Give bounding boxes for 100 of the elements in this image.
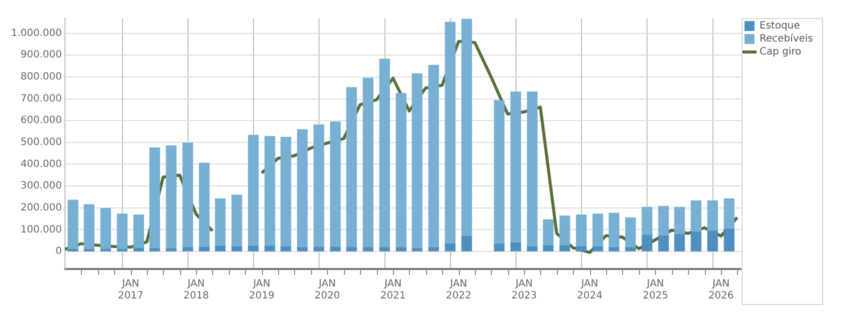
bar xyxy=(576,214,587,248)
y-tick-label: 200.000 xyxy=(20,202,62,214)
bar xyxy=(658,206,669,236)
bar xyxy=(690,200,702,232)
x-tick-label: JAN 2020 xyxy=(314,278,340,302)
bar xyxy=(592,246,604,252)
bar xyxy=(264,136,276,246)
bar xyxy=(297,129,308,248)
bar xyxy=(707,200,718,232)
bar xyxy=(444,244,456,252)
bar xyxy=(412,248,422,252)
bar xyxy=(231,194,242,248)
bar xyxy=(461,18,472,237)
bar xyxy=(280,246,292,252)
bar xyxy=(592,214,604,248)
bar xyxy=(494,244,505,252)
bar xyxy=(526,91,538,248)
y-tick-label: 0 xyxy=(56,246,62,258)
bar xyxy=(379,247,390,252)
bar xyxy=(264,246,276,252)
bar xyxy=(314,246,324,252)
bar xyxy=(494,100,505,244)
legend-label: Recebíveis xyxy=(760,34,814,45)
bar xyxy=(576,246,587,252)
bar xyxy=(674,206,685,235)
x-tick-label: JAN 2023 xyxy=(511,278,537,302)
legend-label: Estoque xyxy=(760,20,800,32)
bar xyxy=(248,134,259,246)
bar xyxy=(166,248,177,252)
x-tick-label: JAN 2017 xyxy=(118,278,144,302)
bar xyxy=(724,198,734,230)
x-tick-label: JAN 2019 xyxy=(249,278,274,302)
bar xyxy=(68,200,78,250)
bar xyxy=(724,228,734,252)
y-tick-label: 100.000 xyxy=(20,224,62,236)
bar xyxy=(362,78,374,248)
x-tick-label: JAN 2025 xyxy=(642,278,668,302)
y-tick-label: 700.000 xyxy=(20,93,62,104)
bar xyxy=(330,246,341,252)
bar xyxy=(526,246,538,252)
bar xyxy=(362,247,374,252)
bar xyxy=(428,64,439,248)
y-tick-label: 400.000 xyxy=(20,158,62,170)
bar xyxy=(182,142,194,248)
bar xyxy=(100,208,111,250)
bar xyxy=(690,232,702,252)
bar xyxy=(625,217,636,248)
bar xyxy=(166,145,177,250)
bar xyxy=(608,212,620,248)
bar xyxy=(346,87,357,248)
bar xyxy=(542,219,554,246)
bar xyxy=(346,247,357,252)
bar xyxy=(608,247,620,252)
x-tick-label: JAN 2021 xyxy=(380,278,406,302)
y-tick-label: 600.000 xyxy=(20,115,62,126)
bar xyxy=(116,214,128,250)
x-tick-label: JAN 2022 xyxy=(446,278,472,302)
bar xyxy=(642,206,652,236)
bar xyxy=(379,58,390,248)
bar xyxy=(231,246,242,252)
bar xyxy=(280,136,292,248)
y-tick-label: 1.000.000 xyxy=(10,28,62,39)
bar xyxy=(625,247,636,252)
bar xyxy=(559,216,570,246)
y-tick-label: 300.000 xyxy=(20,180,62,192)
bar xyxy=(133,214,144,249)
bar xyxy=(707,230,718,252)
bar xyxy=(674,234,685,252)
bar xyxy=(214,246,226,252)
bar xyxy=(396,92,406,248)
y-tick-label: 800.000 xyxy=(20,72,62,83)
bar xyxy=(297,247,308,252)
bar xyxy=(182,247,194,252)
bar xyxy=(510,242,522,252)
bar xyxy=(198,162,210,248)
bar xyxy=(133,248,144,252)
bar xyxy=(444,22,456,244)
x-tick-label: JAN 2018 xyxy=(183,278,209,302)
bar xyxy=(248,246,259,252)
bar xyxy=(396,247,406,252)
bar xyxy=(412,73,422,250)
bar xyxy=(330,122,341,248)
bar xyxy=(198,246,210,252)
bar xyxy=(461,236,472,252)
bar xyxy=(542,245,554,252)
x-tick-label: JAN 2026 xyxy=(708,278,734,302)
x-tick-label: JAN 2024 xyxy=(577,278,602,302)
y-tick-label: 900.000 xyxy=(20,50,62,61)
y-tick-label: 500.000 xyxy=(20,137,62,148)
bar xyxy=(84,204,94,250)
bar xyxy=(149,147,160,250)
bar xyxy=(428,247,439,252)
legend-label: Cap giro xyxy=(760,46,802,58)
bar xyxy=(658,235,669,252)
bar xyxy=(314,124,324,248)
bar xyxy=(149,248,160,252)
bar xyxy=(510,91,522,244)
bar xyxy=(214,198,226,246)
bar xyxy=(642,234,652,252)
bar xyxy=(559,245,570,252)
